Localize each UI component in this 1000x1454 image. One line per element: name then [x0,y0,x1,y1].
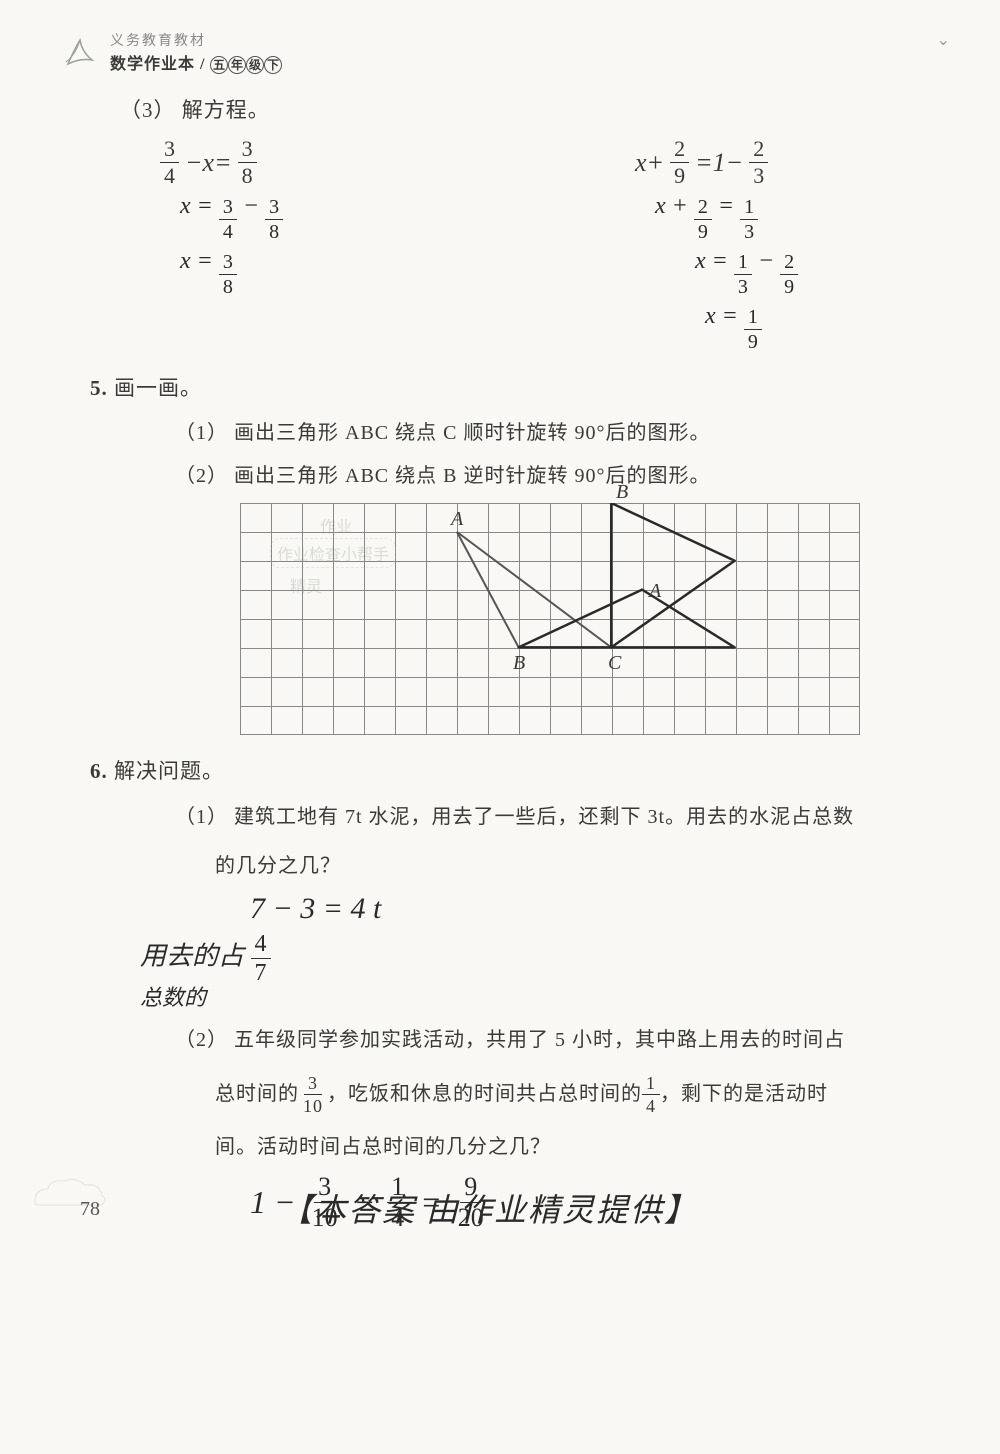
content-area: （3） 解方程。 34 −x= 38 x = 34 − 38 x = 38 [80,94,930,1231]
q3-left-column: 34 −x= 38 x = 34 − 38 x = 38 [160,138,455,358]
q3-right-hw2: x = 13 − 29 [635,248,930,297]
q6-p1b: 的几分之几？ [120,849,930,878]
q6-p2c: 间。活动时间占总时间的几分之几？ [120,1130,930,1159]
q5-sub1: （1） 画出三角形 ABC 绕点 C 顺时针旋转 90°后的图形。 [120,416,930,445]
q6-hw2: 用去的占 47 总数的 [120,932,930,1008]
q3-right-column: x+ 29 =1− 23 x + 29 = 13 x = 13 − 29 [635,138,930,358]
grid-svg [240,503,859,734]
q5-sub2: （2） 画出三角形 ABC 绕点 B 逆时针旋转 90°后的图形。 [120,459,930,488]
vertex-A: A [451,508,463,531]
q3-title: （3） 解方程。 [120,94,930,124]
q3-left-printed: 34 −x= 38 [160,138,455,187]
q6-hw1: 7 − 3 = 4 t [120,892,930,926]
vertex-B: B [513,652,525,675]
header-text: 义务教育教材 数学作业本 / 五年级下 [110,30,282,74]
q6-p1a: （1） 建筑工地有 7t 水泥，用去了一些后，还剩下 3t。用去的水泥占总数 [120,799,930,835]
q6-p2a: （2） 五年级同学参加实践活动，共用了 5 小时，其中路上用去的时间占 [120,1022,930,1058]
q6-p2b: 总时间的 310 ，吃饭和休息的时间共占总时间的 14 ，剩下的是活动时 [120,1072,930,1116]
vertex-A2: A [649,580,661,603]
header-line1: 义务教育教材 [110,30,282,50]
vertex-B2: B [616,481,628,504]
q3-right-hw1: x + 29 = 13 [635,193,930,242]
q3-left-hw1: x = 34 − 38 [160,193,455,242]
page-number: 78 [80,1198,100,1221]
book-header: 义务教育教材 数学作业本 / 五年级下 [60,30,930,74]
publisher-logo-icon [60,32,100,72]
rotation-grid: 作业 作业检查小帮手 精灵 A B C A B [240,503,860,735]
q3-right-printed: x+ 29 =1− 23 [635,138,930,187]
q3-left-hw2: x = 38 [160,248,455,297]
q3-right-hw3: x = 19 [635,303,930,352]
header-line2: 数学作业本 / 五年级下 [110,50,282,74]
page-root: ⌄ 义务教育教材 数学作业本 / 五年级下 （3） 解方程。 34 −x= 38 [0,0,1000,1261]
q3-equations: 34 −x= 38 x = 34 − 38 x = 38 x+ [120,138,930,358]
q6-heading: 6. 解决问题。 [120,755,930,785]
vertex-C: C [608,652,621,675]
q5-heading: 5. 画一画。 [120,372,930,402]
footer-handwriting: 【本答案 由作业精灵提供】 [280,1185,698,1231]
corner-mark: ⌄ [937,30,950,50]
